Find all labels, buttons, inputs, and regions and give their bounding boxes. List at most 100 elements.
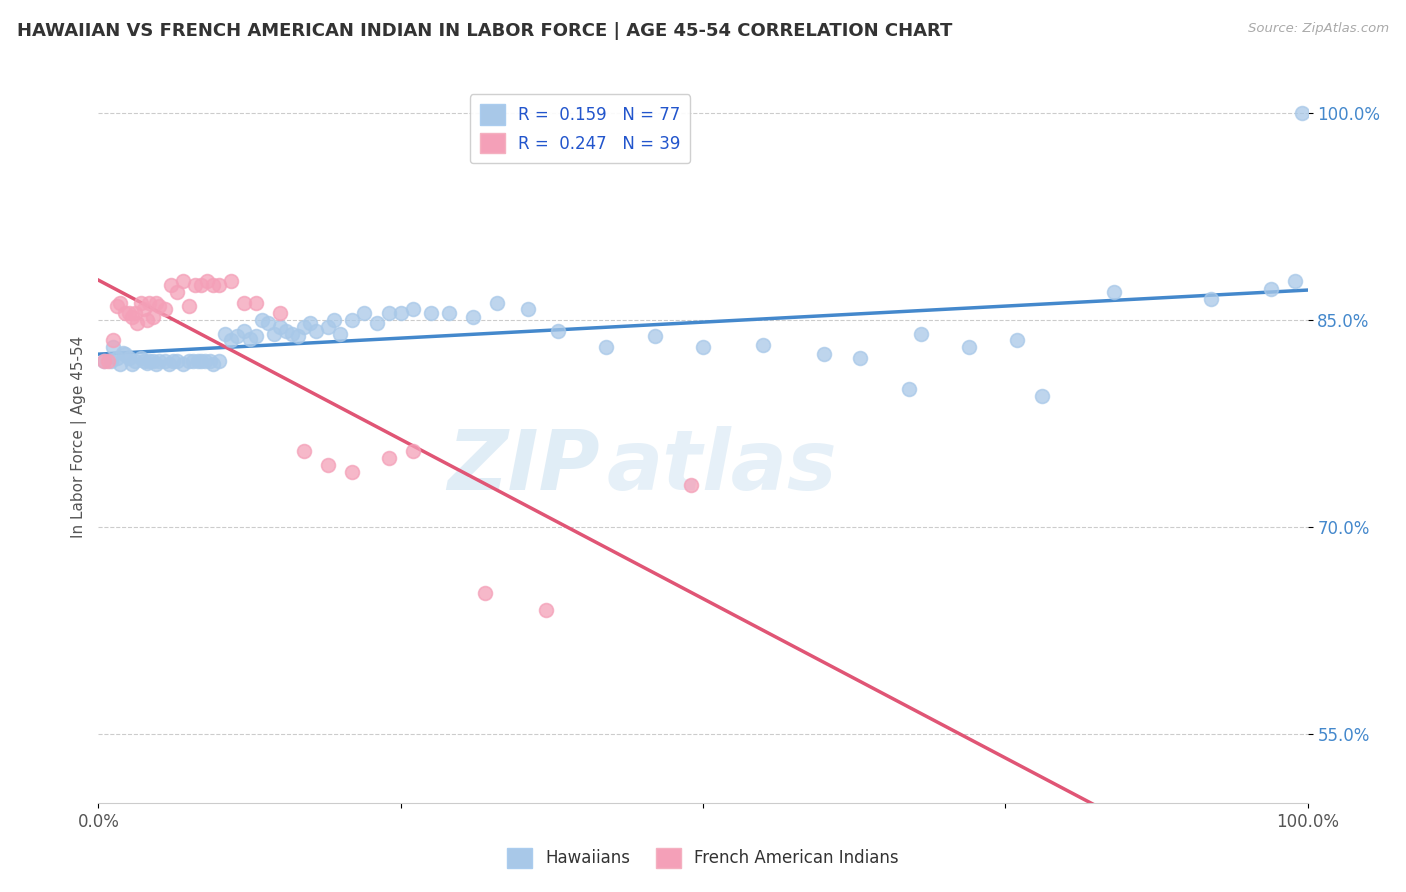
Point xyxy=(134,301,156,316)
Point xyxy=(138,296,160,310)
Point xyxy=(111,346,134,360)
Point xyxy=(134,354,156,368)
Point xyxy=(101,340,124,354)
Point xyxy=(292,319,315,334)
Point xyxy=(245,329,267,343)
Point xyxy=(420,306,443,320)
Point xyxy=(269,306,291,320)
Point xyxy=(595,340,617,354)
Point xyxy=(316,319,339,334)
Point xyxy=(287,329,309,343)
Legend: R =  0.159   N = 77, R =  0.247   N = 39: R = 0.159 N = 77, R = 0.247 N = 39 xyxy=(470,95,690,163)
Point xyxy=(245,296,267,310)
Point xyxy=(101,334,124,348)
Point xyxy=(305,324,328,338)
Point xyxy=(127,316,149,330)
Point xyxy=(463,310,485,324)
Point xyxy=(105,351,128,366)
Point xyxy=(208,278,231,293)
Point xyxy=(1031,389,1053,403)
Point xyxy=(121,357,143,371)
Point xyxy=(292,443,315,458)
Point xyxy=(97,354,120,368)
Point xyxy=(957,340,980,354)
Point xyxy=(256,316,278,330)
Text: ZIP: ZIP xyxy=(447,425,600,507)
Point xyxy=(121,310,143,324)
Point xyxy=(114,347,136,361)
Point xyxy=(198,354,221,368)
Point xyxy=(172,274,194,288)
Point xyxy=(389,306,412,320)
Point xyxy=(142,310,165,324)
Point xyxy=(208,354,231,368)
Point xyxy=(194,354,217,368)
Point xyxy=(516,301,538,316)
Point xyxy=(108,357,131,371)
Legend: Hawaiians, French American Indians: Hawaiians, French American Indians xyxy=(501,841,905,875)
Point xyxy=(93,354,115,368)
Text: Source: ZipAtlas.com: Source: ZipAtlas.com xyxy=(1249,22,1389,36)
Point xyxy=(105,299,128,313)
Point xyxy=(160,278,183,293)
Point xyxy=(214,326,236,341)
Point xyxy=(142,354,165,368)
Point xyxy=(184,278,207,293)
Point xyxy=(232,296,254,310)
Text: HAWAIIAN VS FRENCH AMERICAN INDIAN IN LABOR FORCE | AGE 45-54 CORRELATION CHART: HAWAIIAN VS FRENCH AMERICAN INDIAN IN LA… xyxy=(17,22,952,40)
Point xyxy=(366,316,388,330)
Point xyxy=(135,355,157,369)
Point xyxy=(342,465,364,479)
Y-axis label: In Labor Force | Age 45-54: In Labor Force | Age 45-54 xyxy=(72,336,87,538)
Point xyxy=(644,329,666,343)
Point xyxy=(202,278,225,293)
Point xyxy=(221,334,243,348)
Point xyxy=(129,351,152,366)
Point xyxy=(402,301,425,316)
Point xyxy=(162,354,184,368)
Point xyxy=(202,357,225,371)
Point xyxy=(195,274,218,288)
Text: atlas: atlas xyxy=(606,425,837,507)
Point xyxy=(157,357,180,371)
Point xyxy=(153,301,176,316)
Point xyxy=(250,312,273,326)
Point xyxy=(124,306,146,320)
Point xyxy=(274,324,297,338)
Point xyxy=(145,357,167,371)
Point xyxy=(187,354,209,368)
Point xyxy=(181,354,204,368)
Point xyxy=(166,285,188,300)
Point xyxy=(353,306,375,320)
Point xyxy=(148,354,170,368)
Point xyxy=(153,354,176,368)
Point xyxy=(486,296,509,310)
Point xyxy=(239,332,262,346)
Point xyxy=(172,357,194,371)
Point xyxy=(124,354,146,368)
Point xyxy=(377,450,399,465)
Point xyxy=(114,306,136,320)
Point xyxy=(281,326,304,341)
Point xyxy=(377,306,399,320)
Point xyxy=(299,316,322,330)
Point xyxy=(692,340,714,354)
Point xyxy=(329,326,352,341)
Point xyxy=(129,296,152,310)
Point xyxy=(323,312,346,326)
Point xyxy=(190,278,212,293)
Point xyxy=(108,296,131,310)
Point xyxy=(166,354,188,368)
Point xyxy=(93,354,115,368)
Point xyxy=(135,312,157,326)
Point xyxy=(100,354,122,368)
Point xyxy=(1284,274,1306,288)
Point xyxy=(402,443,425,458)
Point xyxy=(269,319,291,334)
Point xyxy=(342,312,364,326)
Point xyxy=(1007,334,1029,348)
Point xyxy=(179,354,201,368)
Point xyxy=(138,354,160,368)
Point xyxy=(547,324,569,338)
Point xyxy=(221,274,243,288)
